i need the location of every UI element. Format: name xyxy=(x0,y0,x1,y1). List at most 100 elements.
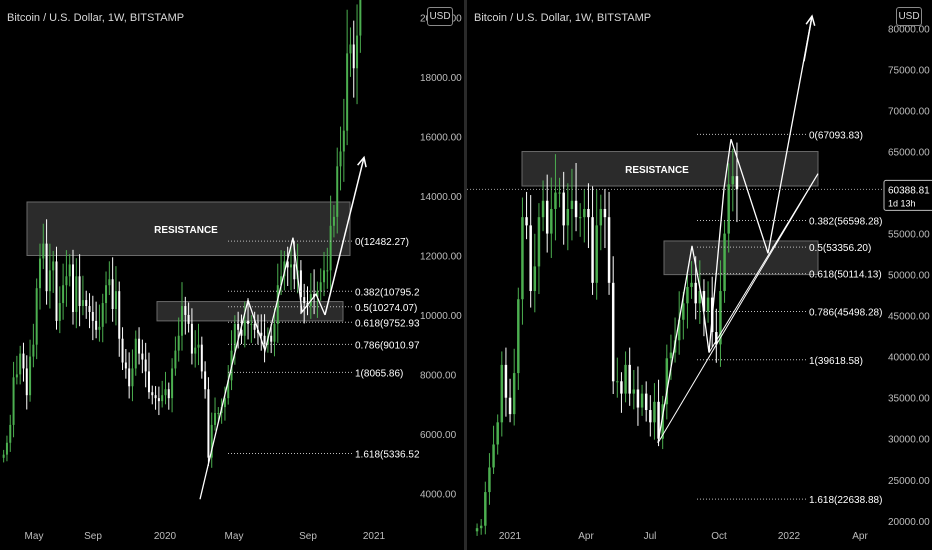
panel-divider xyxy=(464,0,467,550)
time-axis-label: Oct xyxy=(711,531,727,542)
candle-down xyxy=(649,410,652,423)
fib-level-label: 1.618(5336.52 xyxy=(355,450,420,461)
time-axis-label: Apr xyxy=(852,531,868,542)
right-chart: RESISTANCE 0(67093.83) 0.382(56598.28) 0.5(… xyxy=(467,14,932,542)
candle-up xyxy=(217,413,220,415)
candle-down xyxy=(607,217,611,283)
resistance-zone xyxy=(521,151,819,187)
candle-down xyxy=(299,270,302,298)
candle-up xyxy=(276,285,279,324)
price-tick-label: 12000.00 xyxy=(420,252,462,263)
candle-up xyxy=(58,303,61,321)
price-tick-label: 20000.00 xyxy=(888,517,930,528)
candle-up xyxy=(512,373,516,415)
candle-down xyxy=(151,392,154,396)
candle-up xyxy=(332,216,335,226)
candle-down xyxy=(253,323,256,330)
arrow-head-icon xyxy=(805,14,816,26)
projection-arrow xyxy=(803,16,813,62)
candle-up xyxy=(359,0,362,36)
candle-down xyxy=(111,279,114,309)
candle-up xyxy=(319,282,322,292)
candle-up xyxy=(682,303,685,320)
candle-down xyxy=(303,297,306,304)
price-tick-label: 6000.00 xyxy=(420,430,457,441)
candle-up xyxy=(75,276,78,312)
candle-down xyxy=(263,335,266,345)
candle-down xyxy=(207,389,210,458)
left-currency-badge[interactable]: USD xyxy=(427,7,453,26)
trend-line xyxy=(708,173,819,353)
candle-up xyxy=(475,528,479,532)
candle-up xyxy=(342,130,345,152)
candle-down xyxy=(587,208,590,218)
candle-down xyxy=(204,371,207,390)
price-tick-label: 35000.00 xyxy=(888,394,930,405)
candle-up xyxy=(283,261,286,277)
candle-up xyxy=(227,380,230,399)
candle-down xyxy=(85,300,88,307)
candle-down xyxy=(118,291,121,339)
fib-level-label: 0.5(53356.20) xyxy=(809,243,871,254)
candle-up xyxy=(177,335,180,351)
candle-down xyxy=(270,335,273,342)
candle-up xyxy=(29,356,32,396)
candle-up xyxy=(48,270,51,292)
candle-down xyxy=(636,389,640,408)
candle-up xyxy=(101,303,104,327)
candle-up xyxy=(19,353,22,375)
time-axis-label: Apr xyxy=(578,531,594,542)
candle-up xyxy=(164,389,167,396)
countdown-label: 1d 13h xyxy=(888,198,916,208)
candle-up xyxy=(550,208,553,234)
candle-up xyxy=(640,393,644,408)
candle-up xyxy=(273,323,276,342)
candle-down xyxy=(620,381,623,394)
price-tick-label: 50000.00 xyxy=(888,271,930,282)
candle-down xyxy=(167,389,170,399)
candle-down xyxy=(55,261,58,321)
right-currency-badge[interactable]: USD xyxy=(896,7,922,26)
candle-up xyxy=(484,492,487,526)
price-tick-label: 14000.00 xyxy=(420,192,462,203)
candle-down xyxy=(88,306,91,312)
candle-up xyxy=(68,264,71,277)
price-tick-label: 8000.00 xyxy=(420,370,457,381)
candle-up xyxy=(131,368,134,387)
candle-down xyxy=(574,200,578,218)
candle-down xyxy=(260,332,263,336)
candle-up xyxy=(578,217,582,219)
candle-up xyxy=(250,323,253,325)
candle-up xyxy=(686,286,689,304)
fib-level-label: 0.786(9010.97 xyxy=(355,340,420,351)
candle-down xyxy=(237,323,240,330)
candle-down xyxy=(603,208,607,218)
candle-down xyxy=(657,401,660,439)
time-axis-label: May xyxy=(225,531,244,542)
candle-up xyxy=(2,454,5,458)
candle-down xyxy=(128,368,131,387)
candle-up xyxy=(5,442,8,455)
candle-up xyxy=(719,291,722,345)
candle-down xyxy=(715,332,718,345)
candle-up xyxy=(280,276,283,286)
resistance-label: RESISTANCE xyxy=(625,165,689,176)
candle-down xyxy=(694,282,697,304)
candle-down xyxy=(247,320,250,324)
fib-level-label: 1.618(22638.88) xyxy=(809,495,882,506)
candle-up xyxy=(35,288,38,345)
candle-down xyxy=(508,397,512,415)
candle-down xyxy=(240,329,243,336)
candle-up xyxy=(336,166,339,217)
candle-up xyxy=(570,200,574,209)
resistance-zone xyxy=(26,201,351,256)
candle-up xyxy=(233,323,236,351)
fib-level-label: 0.5(10274.07) xyxy=(355,303,417,314)
candle-down xyxy=(644,393,648,411)
candle-down xyxy=(95,320,98,330)
candle-up xyxy=(479,525,483,529)
candle-up xyxy=(496,422,499,445)
candle-down xyxy=(545,200,549,234)
candle-up xyxy=(690,282,693,287)
time-axis-label: May xyxy=(25,531,44,542)
